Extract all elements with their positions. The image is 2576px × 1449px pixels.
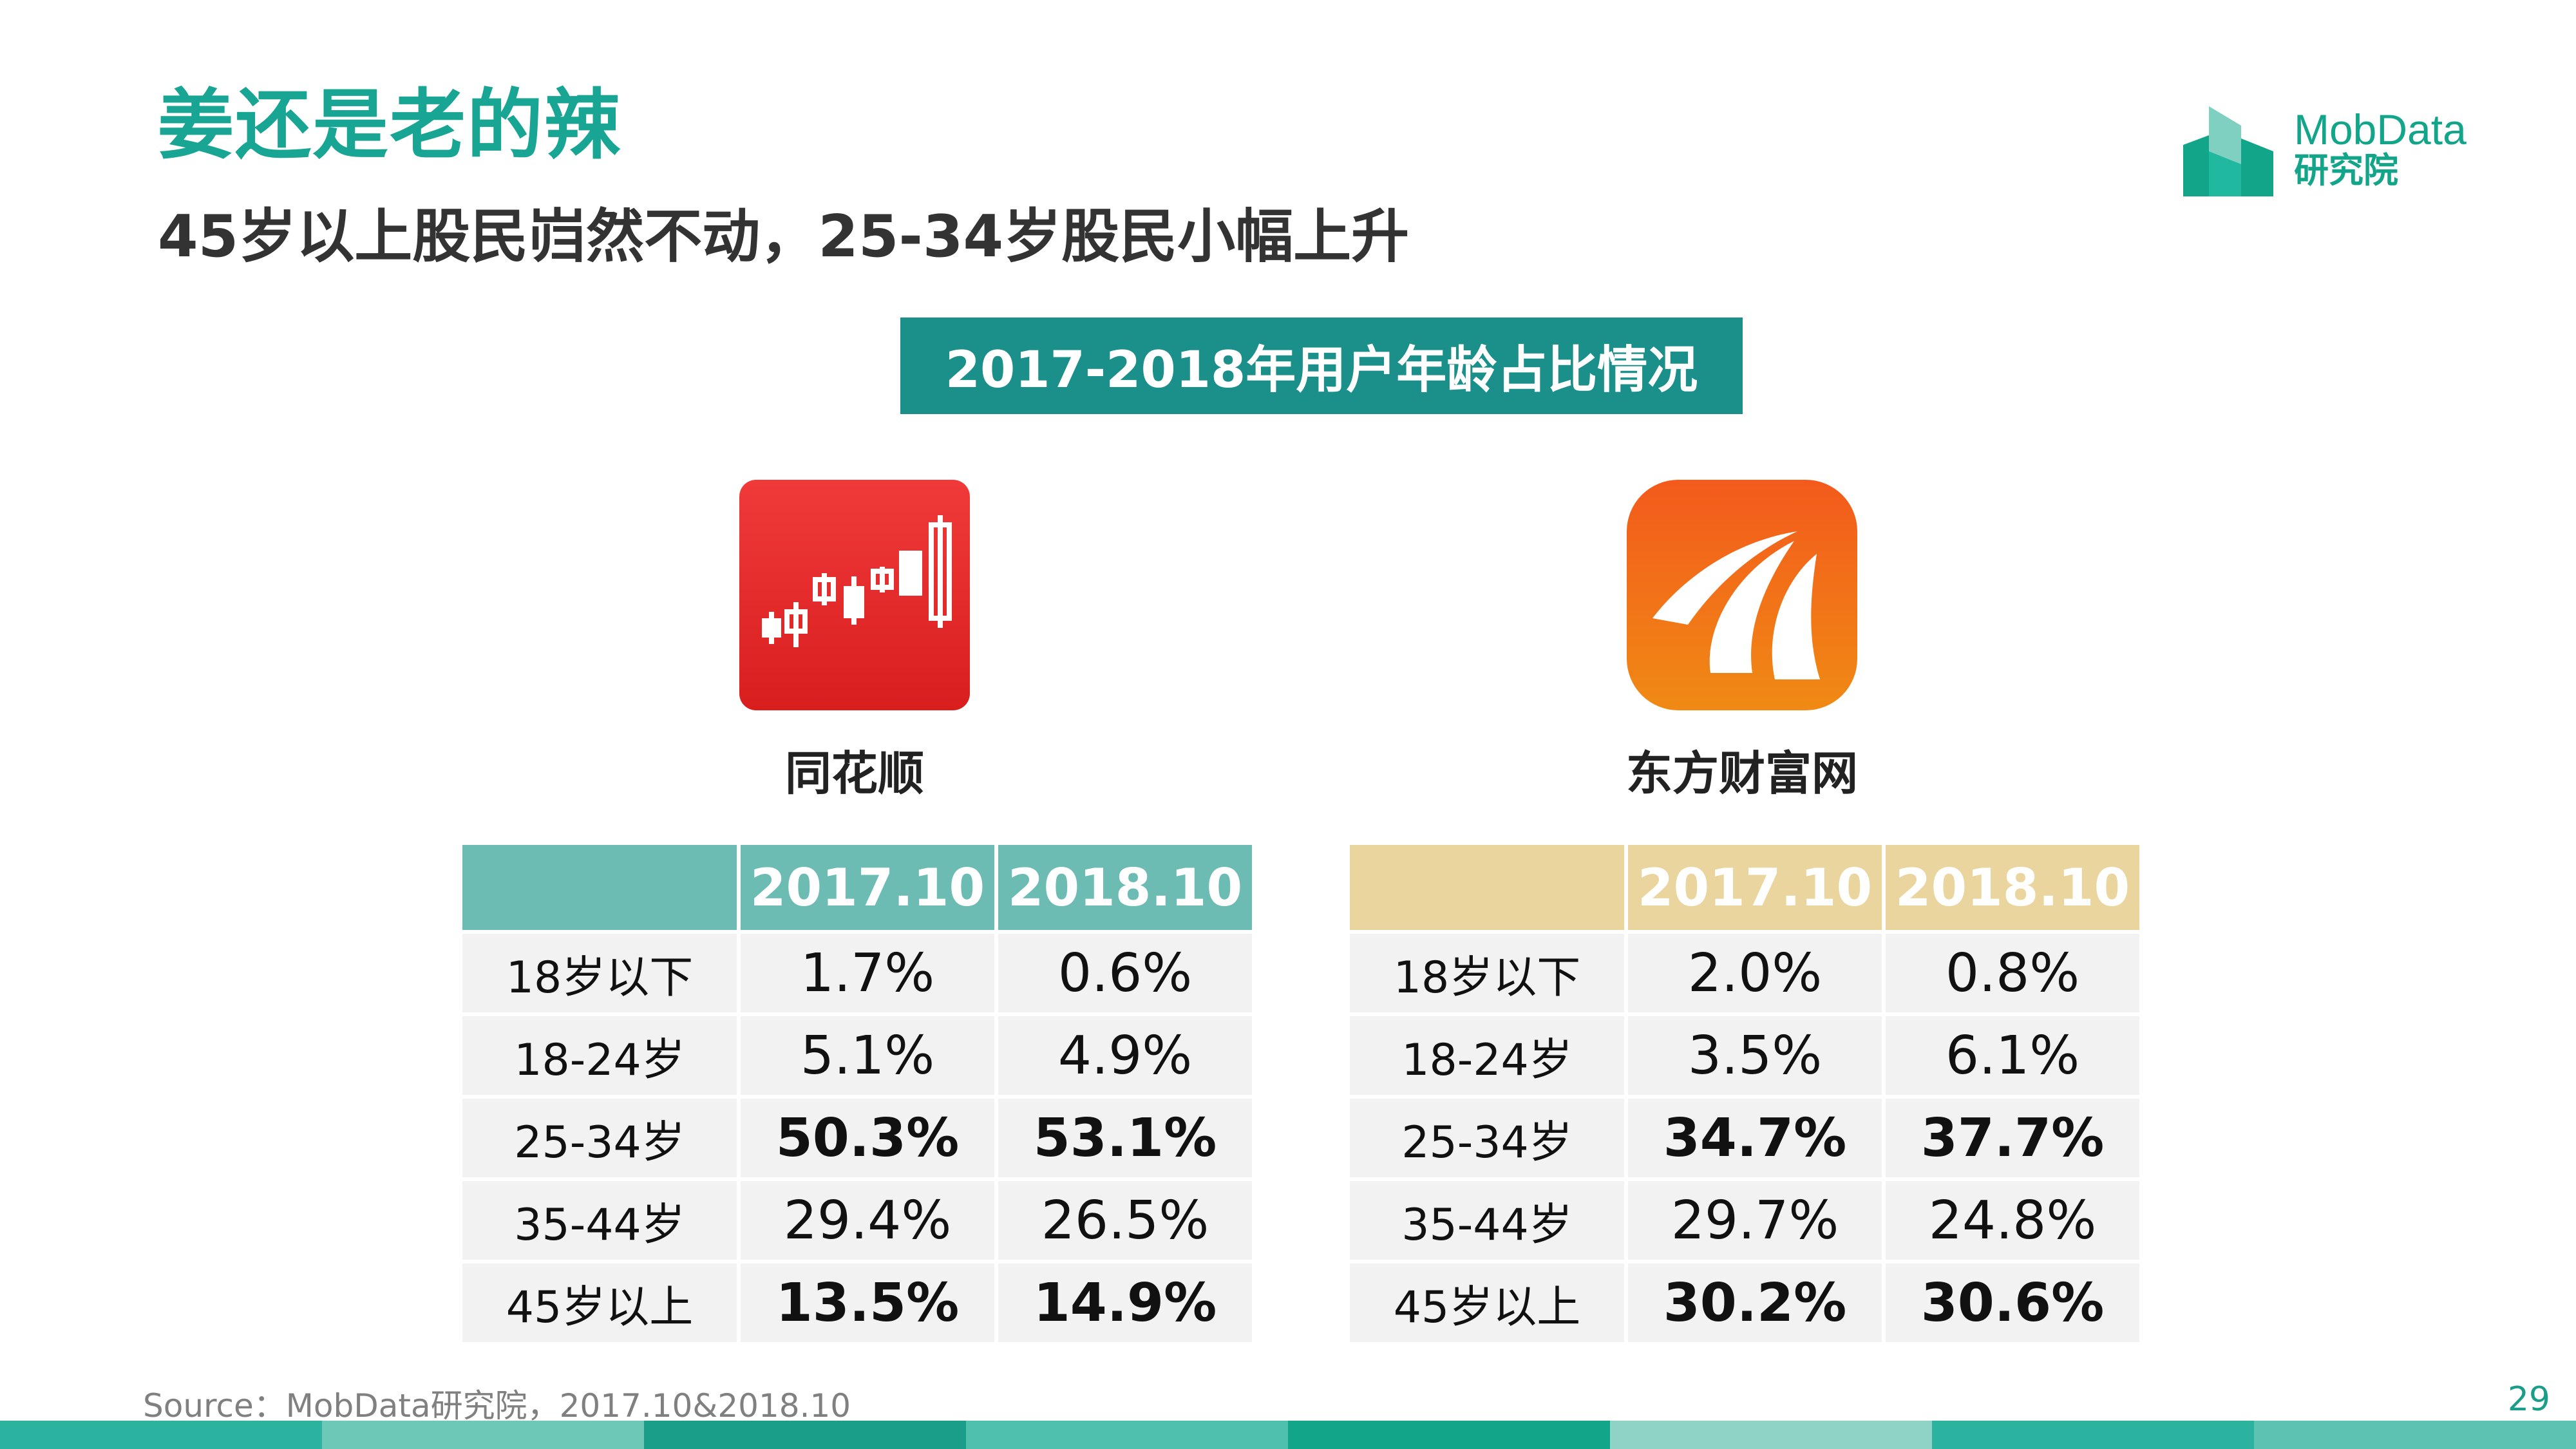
age-group-cell: 18-24岁: [1346, 1012, 1628, 1099]
page-subtitle: 45岁以上股民岿然不动，25-34岁股民小幅上升: [158, 203, 1410, 270]
value-cell: 29.7%: [1624, 1177, 1886, 1264]
value-cell: 50.3%: [737, 1095, 998, 1181]
table-row: 45岁以上 13.5% 14.9%: [459, 1260, 1256, 1346]
footer-stripe: [1932, 1421, 2254, 1449]
app-name-tonghuashun: 同花顺: [784, 746, 924, 800]
table-header-cell: 2018.10: [994, 841, 1256, 934]
value-cell: 30.2%: [1624, 1260, 1886, 1346]
age-group-cell: 35-44岁: [1346, 1177, 1628, 1264]
footer-stripe: [644, 1421, 966, 1449]
table-header-row: 2017.10 2018.10: [1346, 841, 2143, 934]
age-group-cell: 18岁以下: [1346, 930, 1628, 1016]
table-header-cell: 2018.10: [1882, 841, 2143, 934]
table-row: 18岁以下 2.0% 0.8%: [1346, 930, 2143, 1016]
table-row: 35-44岁 29.7% 24.8%: [1346, 1177, 2143, 1264]
logo-subname: 研究院: [2294, 150, 2398, 191]
age-group-cell: 18-24岁: [459, 1012, 741, 1099]
age-group-cell: 25-34岁: [459, 1095, 741, 1181]
table-row: 18岁以下 1.7% 0.6%: [459, 930, 1256, 1016]
table-header-cell: 2017.10: [737, 841, 998, 934]
value-cell: 13.5%: [737, 1260, 998, 1346]
source-note: Source：MobData研究院，2017.10&2018.10: [143, 1387, 851, 1425]
footer-stripe: [1288, 1421, 1610, 1449]
age-table-tonghuashun: 2017.10 2018.10 18岁以下 1.7% 0.6% 18-24岁 5…: [459, 841, 1256, 1346]
age-table-eastmoney: 2017.10 2018.10 18岁以下 2.0% 0.8% 18-24岁 3…: [1346, 841, 2143, 1346]
value-cell: 3.5%: [1624, 1012, 1886, 1099]
age-group-cell: 35-44岁: [459, 1177, 741, 1264]
logo-name: MobData: [2294, 106, 2467, 153]
footer-stripe: [2254, 1421, 2576, 1449]
footer-stripe: [966, 1421, 1288, 1449]
table-header-row: 2017.10 2018.10: [459, 841, 1256, 934]
table-header-cell: 2017.10: [1624, 841, 1886, 934]
value-cell: 2.0%: [1624, 930, 1886, 1016]
age-group-cell: 45岁以上: [1346, 1260, 1628, 1346]
table-row: 35-44岁 29.4% 26.5%: [459, 1177, 1256, 1264]
value-cell: 6.1%: [1882, 1012, 2143, 1099]
mobdata-logo: MobData 研究院: [2183, 106, 2492, 203]
value-cell: 34.7%: [1624, 1095, 1886, 1181]
value-cell: 26.5%: [994, 1177, 1256, 1264]
table-row: 18-24岁 5.1% 4.9%: [459, 1012, 1256, 1099]
value-cell: 29.4%: [737, 1177, 998, 1264]
age-group-cell: 45岁以上: [459, 1260, 741, 1346]
table-row: 25-34岁 50.3% 53.1%: [459, 1095, 1256, 1181]
footer-stripe: [0, 1421, 322, 1449]
value-cell: 0.6%: [994, 930, 1256, 1016]
table-row: 45岁以上 30.2% 30.6%: [1346, 1260, 2143, 1346]
value-cell: 37.7%: [1882, 1095, 2143, 1181]
candlestick-chart-icon: [739, 480, 970, 710]
value-cell: 53.1%: [994, 1095, 1256, 1181]
value-cell: 5.1%: [737, 1012, 998, 1099]
page-number: 29: [2507, 1380, 2550, 1419]
eastmoney-swoosh-icon: [1627, 480, 1857, 710]
table-header-cell: [1346, 841, 1628, 934]
table-row: 18-24岁 3.5% 6.1%: [1346, 1012, 2143, 1099]
value-cell: 4.9%: [994, 1012, 1256, 1099]
value-cell: 0.8%: [1882, 930, 2143, 1016]
table-row: 25-34岁 34.7% 37.7%: [1346, 1095, 2143, 1181]
footer-bar: [0, 1421, 2576, 1449]
page-title: 姜还是老的辣: [158, 80, 622, 169]
section-banner: 2017-2018年用户年龄占比情况: [900, 317, 1743, 414]
value-cell: 14.9%: [994, 1260, 1256, 1346]
footer-stripe: [1610, 1421, 1932, 1449]
age-group-cell: 25-34岁: [1346, 1095, 1628, 1181]
footer-stripe: [322, 1421, 644, 1449]
age-group-cell: 18岁以下: [459, 930, 741, 1016]
table-header-cell: [459, 841, 741, 934]
app-name-eastmoney: 东方财富网: [1625, 746, 1858, 800]
mobdata-buildings-icon: [2183, 106, 2273, 196]
value-cell: 30.6%: [1882, 1260, 2143, 1346]
value-cell: 1.7%: [737, 930, 998, 1016]
value-cell: 24.8%: [1882, 1177, 2143, 1264]
